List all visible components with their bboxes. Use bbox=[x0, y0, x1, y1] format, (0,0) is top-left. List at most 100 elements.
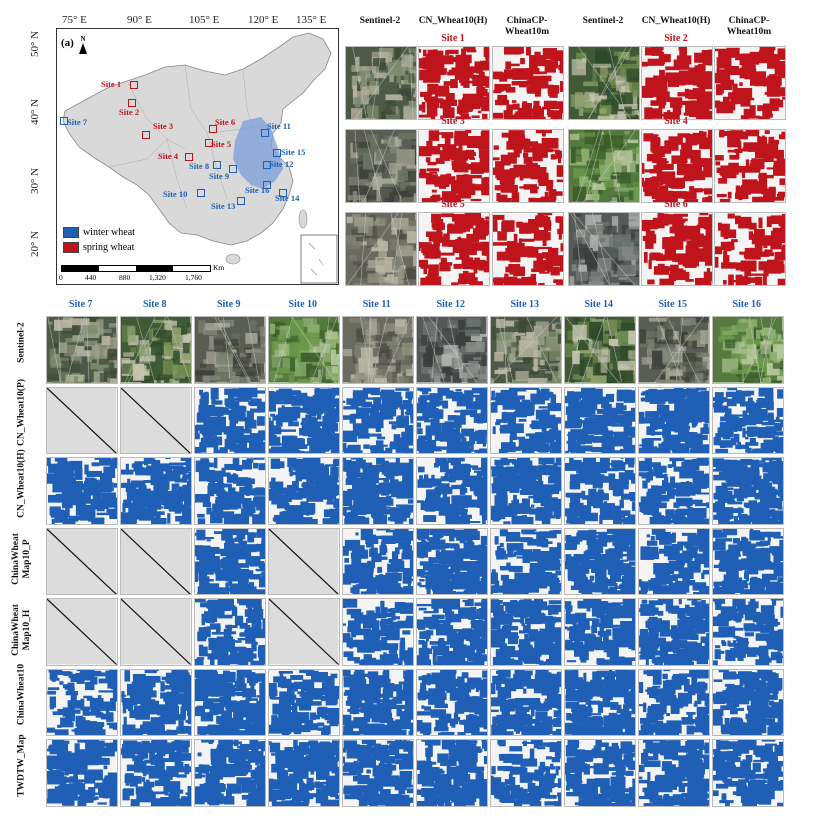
legend-item-spring: spring wheat bbox=[63, 240, 135, 255]
classification-tile bbox=[490, 739, 562, 807]
site-label: Site 6 bbox=[215, 117, 236, 127]
site-marker[interactable] bbox=[60, 117, 68, 125]
classification-tile bbox=[564, 739, 636, 807]
classification-tile bbox=[120, 668, 192, 736]
site-title: Site 4 bbox=[664, 116, 688, 127]
site-marker[interactable] bbox=[128, 99, 136, 107]
classification-tile bbox=[268, 386, 340, 454]
classification-tile bbox=[418, 212, 490, 286]
classification-tile bbox=[194, 739, 266, 807]
classification-tile bbox=[194, 527, 266, 595]
scale-bar: 0 440 880 1,320 1,760 bbox=[59, 265, 211, 282]
north-arrow-icon: N bbox=[79, 35, 87, 54]
site-marker[interactable] bbox=[237, 197, 245, 205]
site-marker[interactable] bbox=[185, 153, 193, 161]
classification-tile bbox=[714, 129, 786, 203]
classification-tile bbox=[638, 598, 710, 666]
classification-tile bbox=[638, 527, 710, 595]
site-marker[interactable] bbox=[197, 189, 205, 197]
site-label: Site 11 bbox=[267, 121, 291, 131]
site-title: Site 9 bbox=[216, 299, 241, 310]
site-marker[interactable] bbox=[229, 165, 237, 173]
satellite-tile bbox=[416, 316, 488, 384]
classification-tile bbox=[268, 668, 340, 736]
classification-tile bbox=[342, 457, 414, 525]
classification-tile bbox=[641, 129, 713, 203]
classification-tile bbox=[638, 386, 710, 454]
no-data-tile bbox=[120, 527, 192, 595]
classification-tile bbox=[418, 129, 490, 203]
classification-tile bbox=[564, 386, 636, 454]
site-marker[interactable] bbox=[261, 129, 269, 137]
classification-tile bbox=[490, 668, 562, 736]
classification-tile bbox=[638, 668, 710, 736]
no-data-tile bbox=[120, 386, 192, 454]
site-title: Site 1 bbox=[441, 33, 465, 44]
site-title: Site 5 bbox=[441, 199, 465, 210]
site-marker[interactable] bbox=[279, 189, 287, 197]
no-data-tile bbox=[120, 598, 192, 666]
site-label: Site 5 bbox=[211, 139, 232, 149]
classification-tile bbox=[268, 457, 340, 525]
legend-swatch bbox=[63, 242, 79, 253]
classification-tile bbox=[194, 668, 266, 736]
classification-tile bbox=[564, 457, 636, 525]
scale-unit: Km bbox=[213, 263, 225, 272]
classification-tile bbox=[490, 386, 562, 454]
site-label: Site 8 bbox=[189, 161, 210, 171]
site-title: Site 7 bbox=[68, 299, 93, 310]
classification-tile bbox=[342, 739, 414, 807]
site-marker[interactable] bbox=[213, 161, 221, 169]
classification-tile bbox=[120, 739, 192, 807]
site-title: Site 12 bbox=[436, 299, 466, 310]
no-data-tile bbox=[46, 386, 118, 454]
panel-label: (a) bbox=[61, 37, 74, 49]
satellite-tile bbox=[120, 316, 192, 384]
map-legend: winter wheat spring wheat bbox=[63, 225, 135, 255]
site-marker[interactable] bbox=[263, 161, 271, 169]
site-marker[interactable] bbox=[263, 181, 271, 189]
satellite-tile bbox=[46, 316, 118, 384]
classification-tile bbox=[564, 668, 636, 736]
lat-label: 30° N bbox=[29, 167, 42, 195]
column-header: CN_Wheat10(H) bbox=[641, 16, 711, 26]
site-marker[interactable] bbox=[130, 81, 138, 89]
lat-label: 20° N bbox=[29, 230, 42, 258]
site-label: Site 4 bbox=[158, 151, 179, 161]
classification-tile bbox=[490, 457, 562, 525]
classification-tile bbox=[712, 668, 784, 736]
satellite-tile bbox=[268, 316, 340, 384]
site-label: Site 14 bbox=[275, 193, 300, 203]
lat-label: 50° N bbox=[29, 30, 42, 58]
classification-tile bbox=[418, 46, 490, 120]
no-data-tile bbox=[46, 527, 118, 595]
site-marker[interactable] bbox=[142, 131, 150, 139]
column-header: ChinaCP- Wheat10m bbox=[504, 16, 550, 37]
satellite-tile bbox=[568, 129, 640, 203]
satellite-tile bbox=[568, 46, 640, 120]
site-title: Site 10 bbox=[288, 299, 318, 310]
site-marker[interactable] bbox=[205, 139, 213, 147]
site-title: Site 13 bbox=[510, 299, 540, 310]
site-title: Site 11 bbox=[362, 299, 391, 310]
lon-label: 135° E bbox=[296, 14, 327, 26]
satellite-tile bbox=[194, 316, 266, 384]
classification-tile bbox=[492, 212, 564, 286]
china-map: (a) N Site 1 Site 2 Site 3 Site 4 Site 5 Site… bbox=[56, 28, 339, 285]
no-data-tile bbox=[46, 598, 118, 666]
site-label: Site 12 bbox=[269, 159, 294, 169]
satellite-tile bbox=[638, 316, 710, 384]
lon-label: 75° E bbox=[62, 14, 87, 26]
classification-tile bbox=[490, 527, 562, 595]
site-label: Site 1 bbox=[101, 79, 122, 89]
legend-swatch bbox=[63, 227, 79, 238]
classification-tile bbox=[490, 598, 562, 666]
site-marker[interactable] bbox=[209, 125, 217, 133]
classification-tile bbox=[714, 212, 786, 286]
column-header: Sentinel-2 bbox=[582, 16, 624, 26]
classification-tile bbox=[46, 739, 118, 807]
satellite-tile bbox=[342, 316, 414, 384]
site-label: Site 13 bbox=[211, 201, 236, 211]
classification-tile bbox=[641, 46, 713, 120]
site-marker[interactable] bbox=[273, 149, 281, 157]
